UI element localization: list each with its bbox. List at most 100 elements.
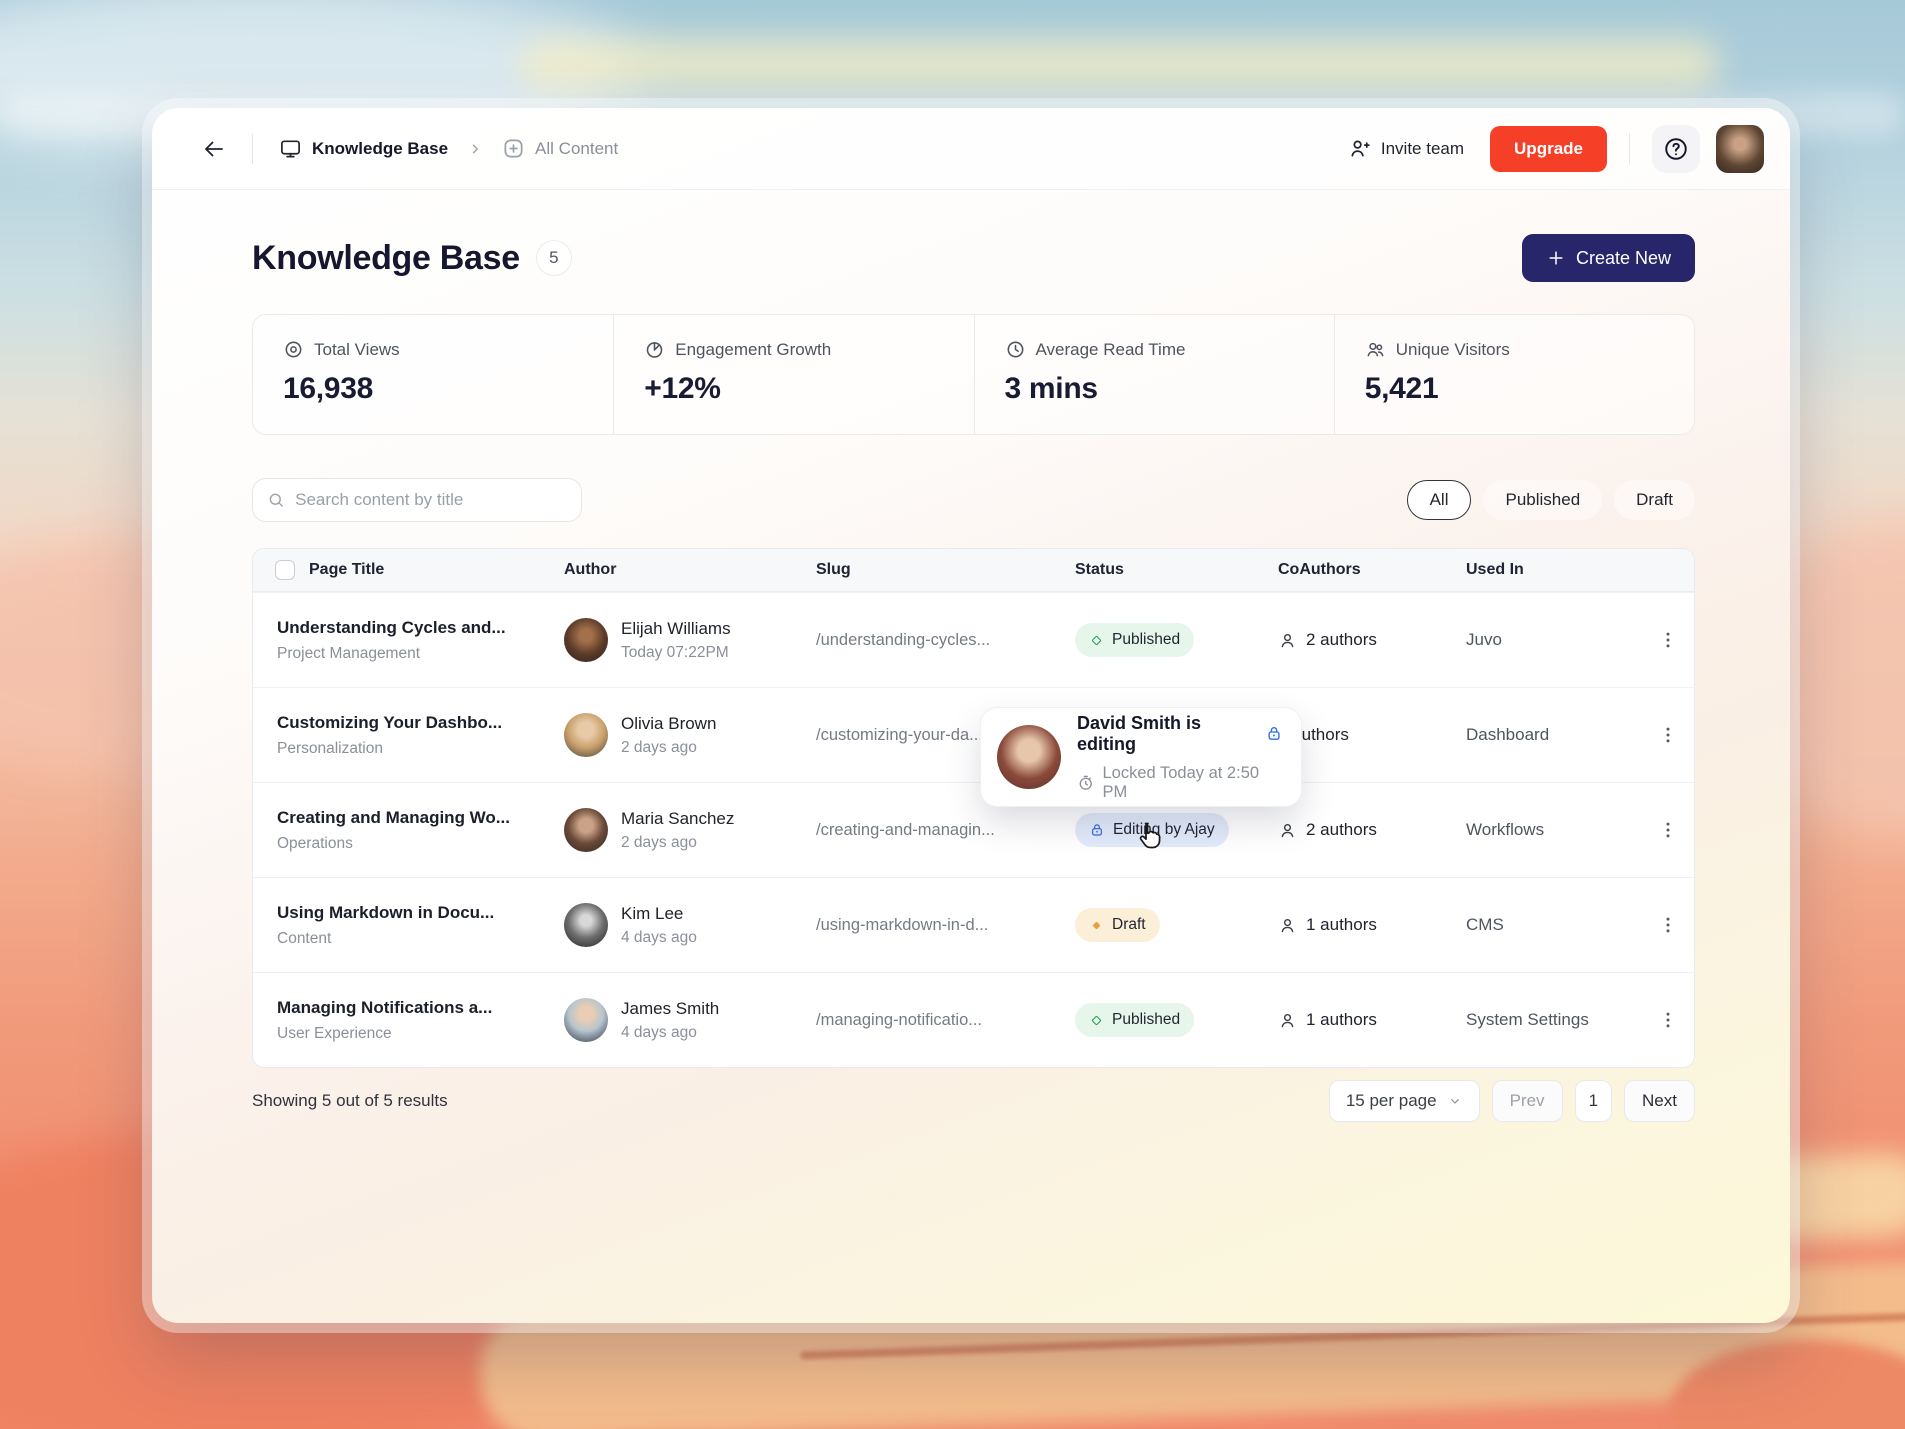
slug-cell: /understanding-cycles... (816, 630, 991, 649)
page-category: User Experience (277, 1024, 392, 1042)
search-icon (269, 493, 283, 507)
kebab-icon (1666, 917, 1669, 933)
slug-cell: /creating-and-managin... (816, 820, 995, 839)
tab-draft[interactable]: Draft (1614, 480, 1695, 520)
row-menu-button[interactable] (1641, 820, 1694, 840)
kebab-icon (1666, 822, 1669, 838)
kebab-icon (1666, 727, 1669, 743)
page-category: Personalization (277, 739, 383, 757)
used-in-cell: CMS (1466, 915, 1504, 934)
search-box[interactable] (252, 478, 582, 522)
status-badge-published: Published (1075, 1003, 1195, 1037)
column-status: Status (1075, 561, 1124, 578)
author-avatar (564, 998, 608, 1042)
author-name: Maria Sanchez (621, 808, 735, 828)
lock-icon (1268, 727, 1280, 740)
monitor-icon (281, 140, 300, 158)
chevron-down-icon (1450, 1099, 1459, 1104)
stat-value: +12% (644, 372, 721, 405)
table-row[interactable]: Using Markdown in Docu... Content Kim Lee… (253, 877, 1694, 972)
table-row[interactable]: Creating and Managing Wo... Operations Ma… (253, 782, 1694, 877)
per-page-value: 15 per page (1345, 1091, 1437, 1110)
row-menu-button[interactable] (1641, 915, 1694, 935)
editor-avatar (997, 725, 1061, 789)
row-menu-button[interactable] (1641, 1010, 1694, 1030)
invite-team-button[interactable]: Invite team (1348, 137, 1464, 160)
stats-panel: Total Views 16,938 Engagement Growth +12… (252, 314, 1695, 435)
editing-tooltip: David Smith is editing Locked Today at 2… (981, 708, 1301, 806)
page-title: Knowledge Base (252, 238, 520, 277)
create-new-button[interactable]: Create New (1521, 234, 1695, 282)
row-menu-button[interactable] (1641, 725, 1694, 745)
person-icon (1281, 918, 1294, 932)
page-number-button[interactable]: 1 (1574, 1080, 1613, 1122)
author-when: 2 days ago (621, 738, 697, 756)
page-title-cell: Creating and Managing Wo... (277, 807, 510, 827)
status-badge-published: Published (1075, 623, 1195, 657)
stat-label: Average Read Time (1035, 339, 1186, 359)
filter-row: All Published Draft (252, 478, 1695, 522)
row-menu-button[interactable] (1641, 630, 1694, 650)
table-row[interactable]: Managing Notifications a... User Experien… (253, 972, 1694, 1067)
table-footer: Showing 5 out of 5 results 15 per page P… (252, 1080, 1695, 1122)
topbar-divider (1629, 132, 1630, 165)
kebab-icon (1666, 1012, 1669, 1028)
user-plus-icon (1351, 140, 1370, 157)
coauthors-cell: 1 authors (1306, 915, 1377, 934)
user-avatar[interactable] (1716, 124, 1764, 173)
diamond-icon (1091, 635, 1102, 645)
author-name: Elijah Williams (621, 618, 731, 638)
breadcrumb: Knowledge Base All Content (279, 137, 618, 160)
pagination: 15 per page Prev 1 Next (1328, 1080, 1695, 1122)
select-all-checkbox[interactable] (275, 560, 295, 580)
table-header: Page Title Author Slug Status CoAuthors … (253, 549, 1694, 592)
author-name: James Smith (621, 998, 720, 1018)
coauthors-cell: 1 authors (1306, 1010, 1377, 1029)
tab-all[interactable]: All (1406, 480, 1472, 520)
prev-page-button[interactable]: Prev (1491, 1080, 1563, 1122)
count-badge: 5 (535, 240, 572, 276)
author-when: 2 days ago (621, 833, 697, 851)
timer-icon (1079, 775, 1092, 790)
tab-published[interactable]: Published (1483, 480, 1603, 520)
per-page-select[interactable]: 15 per page (1328, 1080, 1480, 1122)
stat-average-read-time: Average Read Time 3 mins (973, 315, 1334, 434)
tooltip-locked-info: Locked Today at 2:50 PM (1102, 763, 1260, 801)
top-bar: Knowledge Base All Content Invite team U… (152, 108, 1790, 190)
slug-cell: /managing-notificatio... (816, 1010, 983, 1029)
used-in-cell: Workflows (1466, 820, 1545, 839)
coauthors-cell: 2 authors (1306, 630, 1377, 649)
lock-icon (1092, 824, 1102, 836)
target-icon (285, 341, 302, 358)
table-row[interactable]: Customizing Your Dashbo... Personalizatio… (253, 687, 1694, 782)
results-summary: Showing 5 out of 5 results (252, 1091, 448, 1110)
upgrade-button[interactable]: Upgrade (1490, 125, 1607, 172)
author-when: 4 days ago (621, 928, 697, 946)
used-in-cell: Juvo (1466, 630, 1502, 649)
stat-total-views: Total Views 16,938 (253, 315, 613, 434)
diamond-icon (1091, 1015, 1102, 1025)
add-content-icon (504, 139, 523, 158)
page-title-cell: Using Markdown in Docu... (277, 902, 495, 922)
background-sun-streak (520, 38, 1720, 92)
person-icon (1281, 633, 1294, 647)
status-filter-tabs: All Published Draft (1406, 480, 1695, 520)
status-badge-draft: Draft (1075, 908, 1160, 942)
column-slug: Slug (816, 561, 851, 578)
breadcrumb-section[interactable]: All Content (535, 138, 619, 158)
next-page-button[interactable]: Next (1624, 1080, 1695, 1122)
search-input[interactable] (295, 490, 567, 510)
help-button[interactable] (1652, 124, 1700, 173)
person-icon (1281, 823, 1294, 837)
stat-label: Unique Visitors (1395, 339, 1510, 359)
stat-value: 16,938 (283, 372, 373, 405)
back-button[interactable] (202, 137, 226, 161)
kebab-icon (1666, 632, 1669, 648)
used-in-cell: Dashboard (1466, 725, 1550, 744)
breadcrumb-app[interactable]: Knowledge Base (312, 138, 449, 158)
author-avatar (564, 618, 608, 662)
table-row[interactable]: Understanding Cycles and... Project Manag… (253, 592, 1694, 687)
page-category: Project Management (277, 644, 421, 662)
column-page-title: Page Title (309, 561, 385, 578)
author-name: Olivia Brown (621, 713, 717, 733)
